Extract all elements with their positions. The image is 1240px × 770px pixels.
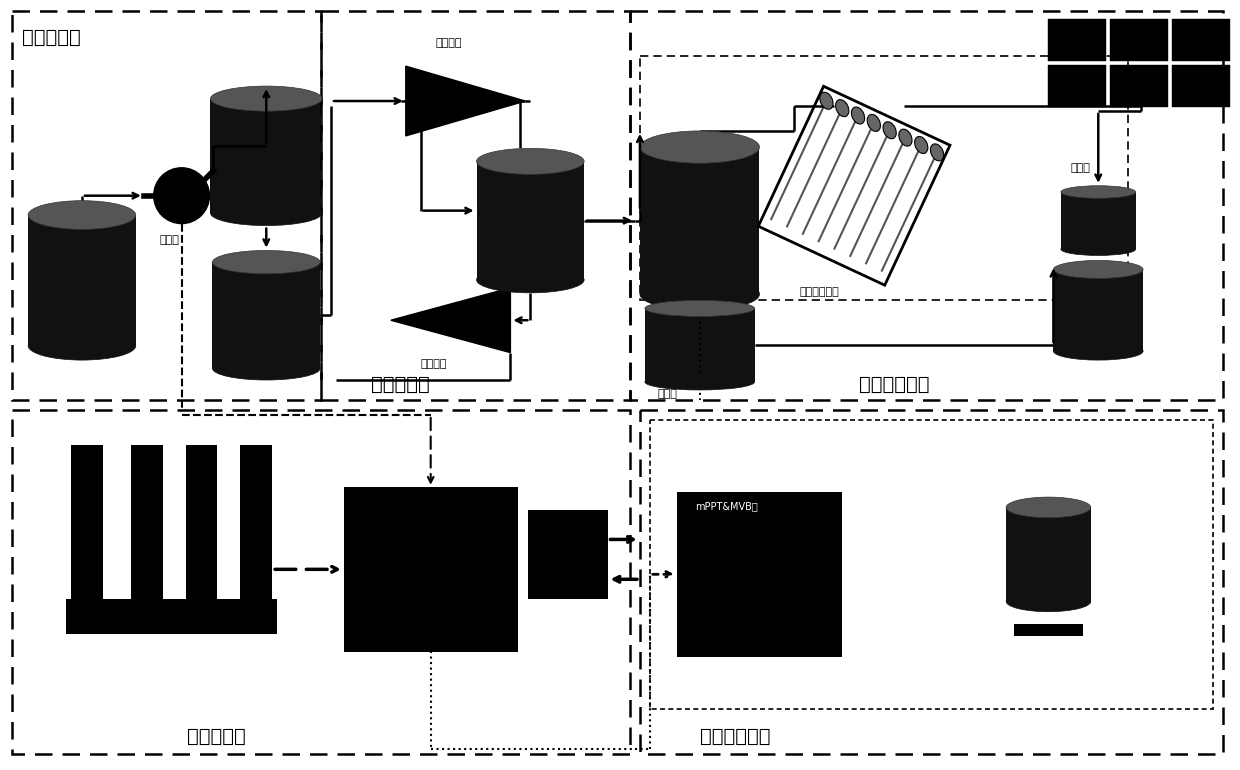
Ellipse shape xyxy=(1006,497,1091,517)
Text: mPPT&MVB屏: mPPT&MVB屏 xyxy=(694,501,758,511)
Text: 冷凝器: 冷凝器 xyxy=(658,389,678,399)
Bar xyxy=(130,445,162,619)
Bar xyxy=(1006,507,1091,601)
Bar xyxy=(1110,19,1168,61)
Bar xyxy=(1172,19,1230,61)
Bar xyxy=(343,487,518,651)
Ellipse shape xyxy=(640,278,759,310)
Ellipse shape xyxy=(29,331,135,360)
Bar xyxy=(1110,65,1168,107)
Ellipse shape xyxy=(867,115,880,132)
Ellipse shape xyxy=(852,107,864,124)
Bar xyxy=(71,445,103,619)
Circle shape xyxy=(109,601,125,618)
Circle shape xyxy=(154,168,210,223)
Polygon shape xyxy=(391,288,511,353)
Ellipse shape xyxy=(1061,243,1136,256)
Text: 热蕲发子系统: 热蕲发子系统 xyxy=(859,375,930,394)
Bar xyxy=(212,262,320,368)
Text: 微电网系统: 微电网系统 xyxy=(186,727,246,745)
Ellipse shape xyxy=(820,92,833,109)
Circle shape xyxy=(221,601,237,618)
Bar xyxy=(476,162,584,280)
Ellipse shape xyxy=(212,357,320,380)
Text: 真空泵: 真空泵 xyxy=(1070,162,1090,172)
Ellipse shape xyxy=(915,136,928,153)
Ellipse shape xyxy=(899,129,913,146)
Bar xyxy=(29,215,135,346)
Ellipse shape xyxy=(836,99,849,117)
Ellipse shape xyxy=(640,131,759,163)
Ellipse shape xyxy=(930,144,944,161)
Bar xyxy=(645,308,754,382)
Bar xyxy=(640,410,1223,754)
Ellipse shape xyxy=(1054,342,1143,360)
Bar xyxy=(211,99,322,213)
Bar xyxy=(1013,624,1084,636)
Text: 精滤系统: 精滤系统 xyxy=(435,38,463,49)
Bar xyxy=(640,147,759,294)
Polygon shape xyxy=(759,86,950,285)
Bar xyxy=(528,510,608,599)
Ellipse shape xyxy=(645,300,754,316)
Bar xyxy=(677,492,842,657)
Bar xyxy=(1049,19,1106,61)
Polygon shape xyxy=(405,66,526,136)
Ellipse shape xyxy=(645,374,754,390)
Ellipse shape xyxy=(883,122,897,139)
Text: 取水子系统: 取水子系统 xyxy=(22,28,81,47)
Bar xyxy=(186,445,217,619)
Ellipse shape xyxy=(211,86,322,111)
Ellipse shape xyxy=(476,267,584,293)
Text: 过程控制系统: 过程控制系统 xyxy=(699,727,770,745)
Ellipse shape xyxy=(1061,186,1136,199)
Ellipse shape xyxy=(1006,591,1091,611)
Bar xyxy=(630,12,1223,400)
Bar xyxy=(1172,65,1230,107)
Ellipse shape xyxy=(211,200,322,226)
Ellipse shape xyxy=(1054,260,1143,279)
Text: 过滤子系统: 过滤子系统 xyxy=(371,375,429,394)
Bar xyxy=(12,12,321,400)
Bar xyxy=(241,445,273,619)
Bar xyxy=(1049,65,1106,107)
Ellipse shape xyxy=(212,250,320,274)
Bar xyxy=(1061,192,1136,249)
Ellipse shape xyxy=(476,149,584,174)
Text: 粗滤系统: 粗滤系统 xyxy=(420,359,448,369)
Bar xyxy=(12,410,630,754)
Bar xyxy=(66,599,278,634)
Bar xyxy=(321,12,630,400)
Circle shape xyxy=(166,601,181,618)
Text: 光伏加热系统: 光伏加热系统 xyxy=(800,287,839,297)
Bar xyxy=(640,56,1128,300)
Bar xyxy=(650,420,1213,709)
Ellipse shape xyxy=(29,201,135,229)
Bar xyxy=(1054,270,1143,351)
Text: 取水泵: 取水泵 xyxy=(160,236,180,246)
